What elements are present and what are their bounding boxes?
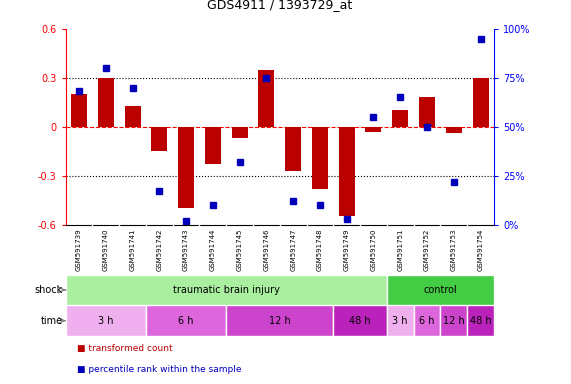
Text: GSM591744: GSM591744	[210, 228, 216, 271]
Text: GSM591743: GSM591743	[183, 228, 189, 271]
Bar	[258, 70, 275, 127]
Text: control: control	[424, 285, 457, 295]
Text: GSM591746: GSM591746	[263, 228, 270, 271]
Text: 48 h: 48 h	[470, 316, 491, 326]
Bar	[66, 305, 146, 336]
Text: GSM591754: GSM591754	[477, 228, 484, 271]
Bar	[333, 305, 387, 336]
Text: 12 h: 12 h	[443, 316, 465, 326]
Text: GSM591752: GSM591752	[424, 228, 430, 271]
Text: ■ percentile rank within the sample: ■ percentile rank within the sample	[77, 365, 242, 374]
Text: 3 h: 3 h	[98, 316, 114, 326]
Bar	[226, 305, 333, 336]
Bar	[440, 305, 467, 336]
Bar	[387, 305, 413, 336]
Text: 48 h: 48 h	[349, 316, 371, 326]
Bar	[232, 127, 248, 138]
Text: GSM591747: GSM591747	[290, 228, 296, 271]
Bar	[339, 127, 355, 217]
Text: 3 h: 3 h	[392, 316, 408, 326]
Text: GSM591742: GSM591742	[156, 228, 162, 271]
Text: 6 h: 6 h	[419, 316, 435, 326]
Bar	[66, 275, 387, 305]
Bar	[473, 78, 489, 127]
Bar	[71, 94, 87, 127]
Text: 6 h: 6 h	[178, 316, 194, 326]
Text: GSM591740: GSM591740	[103, 228, 109, 271]
Text: GSM591745: GSM591745	[236, 228, 243, 271]
Bar	[146, 305, 226, 336]
Bar	[387, 275, 494, 305]
Text: traumatic brain injury: traumatic brain injury	[173, 285, 280, 295]
Text: shock: shock	[35, 285, 63, 295]
Text: GSM591753: GSM591753	[451, 228, 457, 271]
Bar	[365, 127, 381, 132]
Bar	[419, 98, 435, 127]
Bar	[178, 127, 194, 209]
Bar	[312, 127, 328, 189]
Bar	[151, 127, 167, 151]
Bar	[392, 111, 408, 127]
Bar	[285, 127, 301, 171]
Bar	[124, 106, 140, 127]
Bar	[446, 127, 462, 133]
Bar	[467, 305, 494, 336]
Text: time: time	[41, 316, 63, 326]
Bar	[205, 127, 221, 164]
Text: GSM591748: GSM591748	[317, 228, 323, 271]
Text: GSM591751: GSM591751	[397, 228, 403, 271]
Text: GSM591750: GSM591750	[371, 228, 376, 271]
Text: 12 h: 12 h	[269, 316, 291, 326]
Bar	[413, 305, 440, 336]
Bar	[98, 78, 114, 127]
Text: GSM591739: GSM591739	[76, 228, 82, 271]
Text: GSM591741: GSM591741	[130, 228, 135, 271]
Text: ■ transformed count: ■ transformed count	[77, 344, 172, 353]
Text: GDS4911 / 1393729_at: GDS4911 / 1393729_at	[207, 0, 352, 12]
Text: GSM591749: GSM591749	[344, 228, 349, 271]
